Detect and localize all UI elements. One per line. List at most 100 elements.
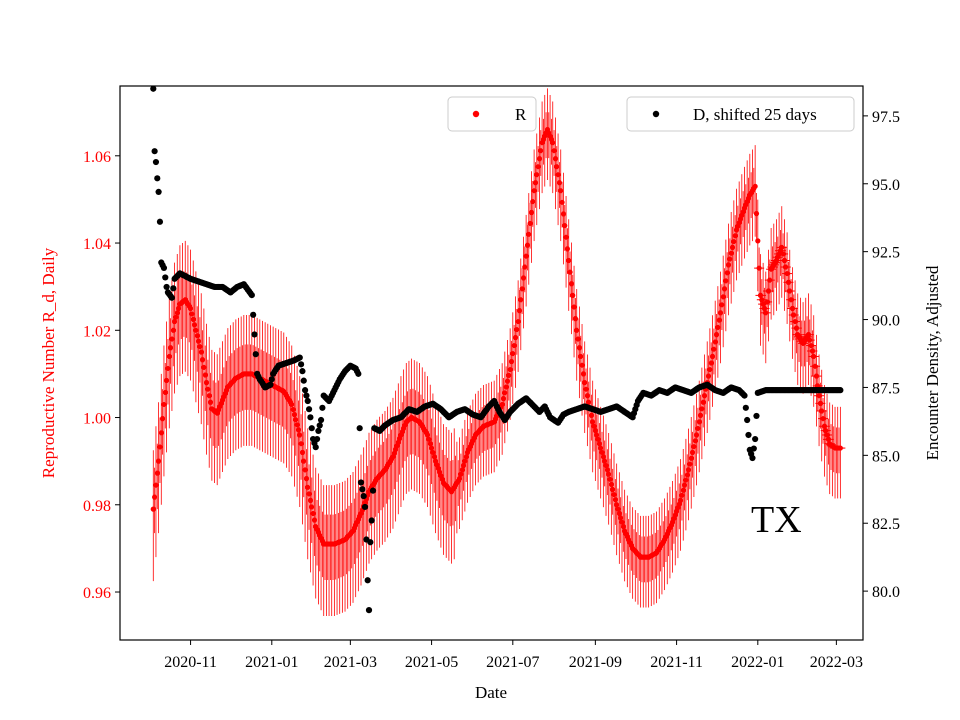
x-tick-label-3: 2021-05 xyxy=(405,654,458,671)
r-point-479 xyxy=(788,297,794,303)
r-point-412 xyxy=(699,406,705,412)
legend-d-marker xyxy=(652,110,660,118)
y-left-tick-label-1: 0.98 xyxy=(83,498,111,515)
r-point-482 xyxy=(792,318,798,325)
r-point-400 xyxy=(683,477,689,483)
x-tick-label-5: 2021-09 xyxy=(569,654,622,671)
series-d-shifted xyxy=(150,85,844,614)
r-point-503 xyxy=(820,416,826,422)
r-point-120 xyxy=(310,510,316,517)
d-point-446 xyxy=(744,416,751,424)
r-point-414 xyxy=(701,393,708,399)
r-point-407 xyxy=(692,438,698,444)
r-point-272 xyxy=(512,334,519,341)
d-point-156 xyxy=(357,479,365,486)
legend-d: D, shifted 25 days xyxy=(626,96,855,132)
r-point-262 xyxy=(499,401,505,408)
r-point-36 xyxy=(198,349,204,355)
d-point-117 xyxy=(305,406,313,413)
r-point-322 xyxy=(579,362,585,368)
r-point-346 xyxy=(611,491,617,498)
r-point-282 xyxy=(526,231,532,237)
r-point-121 xyxy=(311,517,318,523)
r-point-307 xyxy=(559,199,565,205)
r-point-14 xyxy=(169,336,175,342)
y-right-tick-label-7: 97.5 xyxy=(872,109,900,126)
d-point-165 xyxy=(369,487,377,494)
d-point-115 xyxy=(303,392,310,399)
r-point-265 xyxy=(503,384,509,390)
r-point-325 xyxy=(583,386,589,392)
legend-r: R xyxy=(447,96,537,132)
r-point-0 xyxy=(150,506,156,512)
d-point-154 xyxy=(355,370,362,377)
r-point-111 xyxy=(298,441,304,447)
r-point-38 xyxy=(201,364,207,370)
x-tick-label-1: 2021-01 xyxy=(245,654,298,671)
r-point-289 xyxy=(535,164,541,170)
d-point-516 xyxy=(837,387,844,394)
y-right-tick-label-1: 82.5 xyxy=(872,516,900,533)
x-axis-label: Date xyxy=(475,683,507,702)
r-point-29 xyxy=(189,311,195,317)
r-point-15 xyxy=(170,327,176,333)
d-point-2 xyxy=(152,158,160,166)
r-point-476 xyxy=(784,270,790,277)
d-point-5 xyxy=(156,218,164,225)
legend-d-frame xyxy=(626,96,855,132)
r-point-423 xyxy=(713,332,720,338)
r-point-13 xyxy=(167,345,174,351)
d-point-164 xyxy=(368,517,375,524)
r-point-300 xyxy=(550,140,556,146)
r-point-34 xyxy=(195,338,202,344)
y-right-tick-label-2: 85.0 xyxy=(872,448,900,465)
d-point-4 xyxy=(155,188,162,196)
r-point-40 xyxy=(203,380,210,386)
r-point-274 xyxy=(515,318,521,325)
d-point-1 xyxy=(151,148,158,155)
r-point-270 xyxy=(510,350,516,357)
r-point-315 xyxy=(570,292,576,298)
r-point-425 xyxy=(716,317,722,323)
r-point-7 xyxy=(160,416,166,422)
x-axis: 2020-11 2021-01 2021-03 2021-05 2021-07 2021-… xyxy=(164,640,863,671)
r-point-455 xyxy=(756,265,762,271)
r-point-492 xyxy=(805,332,812,338)
r-point-35 xyxy=(197,344,203,350)
r-point-472 xyxy=(779,244,785,251)
r-point-502 xyxy=(819,408,825,414)
y-left-tick-label-4: 1.04 xyxy=(83,236,111,253)
r-point-290 xyxy=(536,156,543,162)
r-point-496 xyxy=(811,353,817,360)
y-left-tick-label-0: 0.96 xyxy=(83,585,111,602)
x-tick-label-7: 2022-01 xyxy=(731,654,784,671)
r-point-432 xyxy=(725,262,732,268)
r-point-267 xyxy=(506,372,512,378)
state-annotation: TX xyxy=(751,499,802,541)
r-point-114 xyxy=(302,467,308,473)
r-point-462 xyxy=(765,288,772,294)
x-tick-label-2: 2021-03 xyxy=(324,654,377,671)
r-point-106 xyxy=(291,412,298,418)
r-point-316 xyxy=(571,304,577,310)
r-point-408 xyxy=(693,432,700,438)
y-left-tick-label-5: 1.06 xyxy=(83,149,111,166)
legend-r-marker xyxy=(472,110,480,118)
r-point-306 xyxy=(558,188,564,194)
d-point-75 xyxy=(250,311,257,318)
r-point-271 xyxy=(511,342,517,349)
r-point-37 xyxy=(199,357,206,363)
d-point-450 xyxy=(749,454,756,462)
r-point-288 xyxy=(534,172,540,178)
y-axis-right-label: Encounter Density, Adjusted xyxy=(923,265,942,460)
d-point-163 xyxy=(367,539,374,546)
r-point-313 xyxy=(567,269,573,275)
r-point-283 xyxy=(527,220,533,227)
r-point-342 xyxy=(606,471,612,477)
r-point-473 xyxy=(780,251,786,257)
r-point-269 xyxy=(508,358,515,365)
d-point-123 xyxy=(313,435,321,443)
r-point-287 xyxy=(532,180,539,186)
r-point-399 xyxy=(681,482,688,488)
